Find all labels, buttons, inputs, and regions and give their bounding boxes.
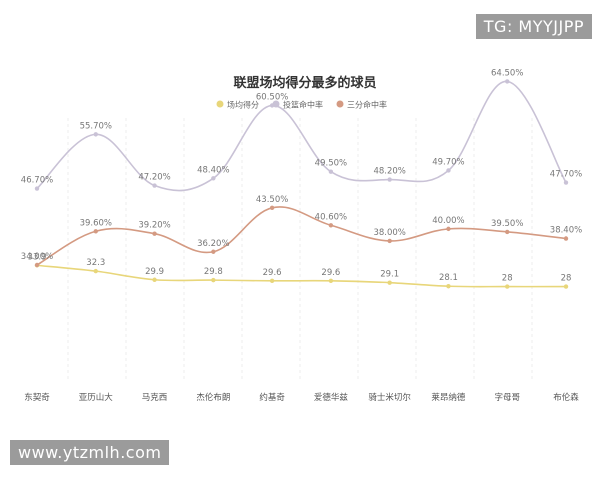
data-label: 38.40% (550, 226, 582, 236)
x-tick-label: 马克西 (142, 393, 168, 403)
data-point (211, 249, 216, 254)
data-label: 33.9 (28, 252, 47, 262)
data-point (93, 268, 98, 274)
x-axis-ticks: 东契奇 亚历山大 马克西 杰伦布朗 约基奇 爱德华兹 骑士米切尔 莱昂纳德 字母哥 布伦森 (24, 392, 579, 403)
series-line (36, 80, 567, 192)
data-label: 49.50% (315, 159, 347, 169)
x-tick-label: 莱昂纳德 (431, 392, 466, 403)
x-tick-label: 约基奇 (259, 392, 285, 403)
data-label: 49.70% (432, 157, 464, 167)
x-tick-label: 布伦森 (553, 392, 579, 403)
data-label: 29.8 (204, 267, 223, 277)
data-point (269, 103, 275, 108)
data-label: 39.20% (138, 221, 170, 231)
data-point (269, 205, 275, 211)
data-labels: 33.9 32.3 29.9 29.8 29.6 29.6 29.1 28.1 28 28 46.7… (21, 68, 582, 283)
data-point (93, 132, 98, 137)
data-label: 40.60% (315, 212, 347, 222)
data-point (93, 229, 98, 234)
grid (67, 118, 533, 380)
legend: 场均得分 投篮命中率 三分命中率 (216, 100, 387, 110)
data-label: 46.70% (21, 176, 53, 186)
data-point (505, 79, 510, 84)
data-label: 55.70% (80, 121, 112, 131)
x-tick-label: 杰伦布朗 (196, 392, 230, 403)
legend-marker (216, 100, 224, 108)
chart-title: 联盟场均得分最多的球员 (233, 75, 376, 91)
data-point (446, 226, 451, 232)
data-point (211, 277, 216, 283)
data-point (34, 262, 40, 268)
data-label: 48.40% (197, 165, 229, 175)
legend-label: 场均得分 (227, 100, 259, 110)
data-point (328, 169, 334, 174)
data-point (269, 278, 275, 284)
data-label: 40.00% (432, 216, 464, 226)
data-point (563, 284, 569, 289)
legend-label: 三分命中率 (347, 100, 387, 110)
data-point (387, 280, 392, 285)
data-label: 38.00% (373, 228, 405, 238)
data-label: 47.20% (138, 173, 170, 183)
series-lines (36, 80, 567, 288)
data-point (446, 168, 451, 173)
data-point (387, 238, 392, 244)
data-point (446, 284, 451, 289)
series-line (36, 206, 567, 266)
x-tick-label: 字母哥 (494, 392, 520, 403)
data-label: 36.20% (197, 239, 229, 249)
watermark-bottom: www.ytzmlh.com (10, 440, 170, 465)
series-line (36, 264, 567, 288)
data-point (152, 277, 157, 282)
data-label: 39.60% (80, 218, 112, 228)
data-label: 47.70% (550, 170, 582, 180)
data-point (328, 223, 334, 228)
data-point (152, 231, 157, 236)
data-label: 29.6 (263, 268, 282, 278)
data-point (563, 180, 569, 185)
data-label: 64.50% (491, 68, 523, 78)
data-point (211, 176, 216, 181)
data-label: 29.1 (380, 270, 399, 280)
legend-marker (336, 100, 344, 108)
data-label: 29.6 (321, 268, 340, 278)
watermark-top: TG: MYYJJPP (475, 14, 592, 39)
points (34, 79, 569, 289)
data-point (152, 183, 157, 188)
x-tick-label: 骑士米切尔 (368, 392, 411, 403)
x-tick-label: 东契奇 (24, 392, 50, 403)
data-point (387, 177, 392, 182)
data-label: 34.00% (21, 252, 53, 262)
data-label: 28.1 (439, 273, 458, 283)
data-label: 29.9 (145, 267, 164, 277)
data-point (563, 236, 569, 241)
data-point (34, 186, 40, 191)
x-tick-label: 爱德华兹 (314, 392, 349, 403)
data-label: 43.50% (256, 195, 288, 205)
data-point (505, 229, 510, 235)
x-tick-label: 亚历山大 (79, 392, 114, 403)
data-label: 28 (502, 274, 513, 284)
data-point (505, 284, 510, 289)
data-label: 60.50% (256, 92, 288, 102)
data-label: 39.50% (491, 219, 523, 229)
data-label: 48.20% (373, 167, 405, 177)
legend-label: 投篮命中率 (283, 100, 323, 110)
data-label: 28 (561, 274, 572, 284)
data-label: 32.3 (86, 258, 105, 268)
data-point (328, 278, 334, 284)
